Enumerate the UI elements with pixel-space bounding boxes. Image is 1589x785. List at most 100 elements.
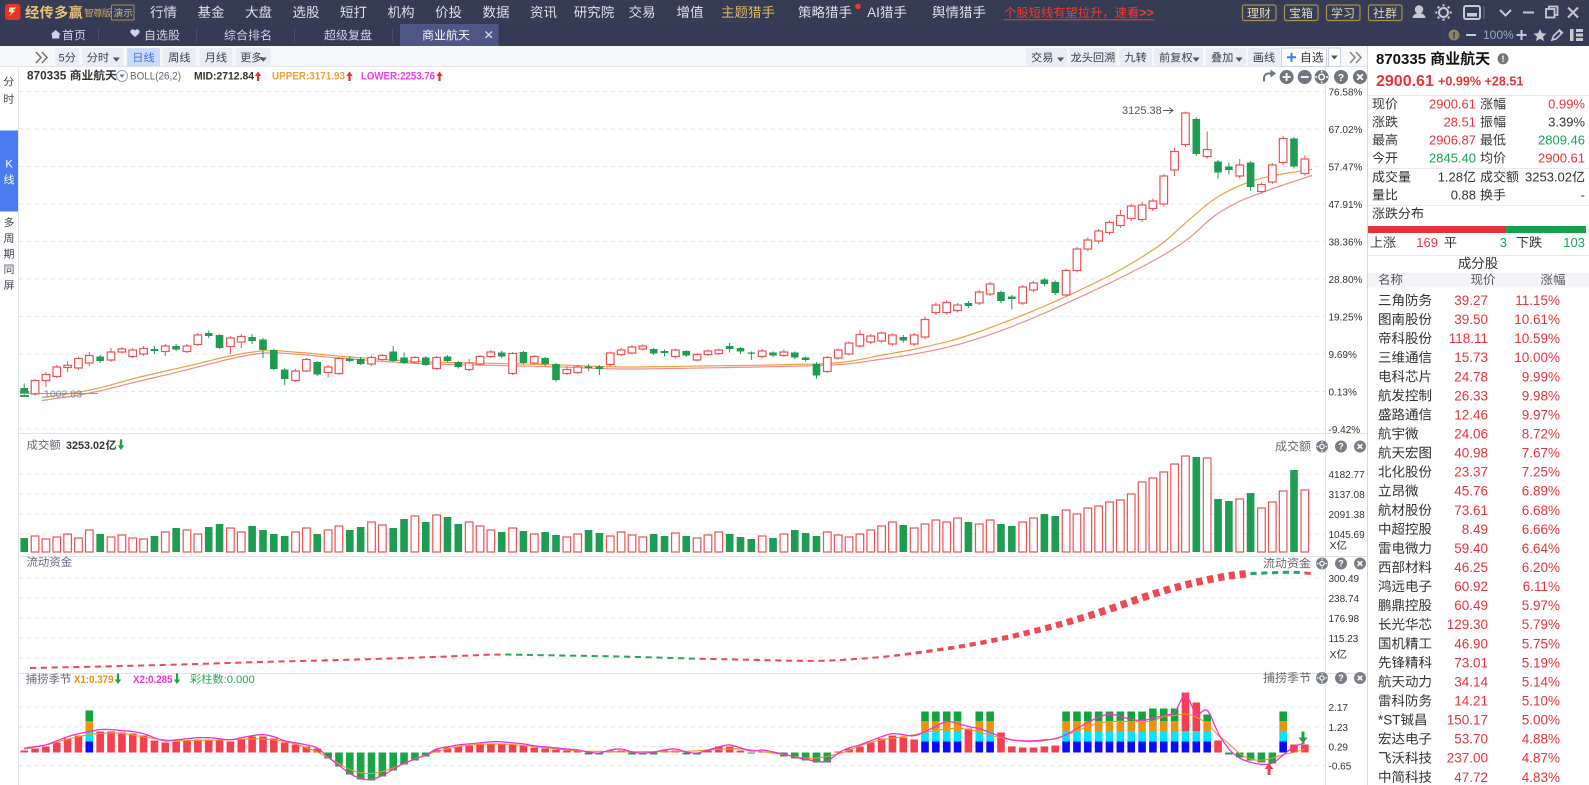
svg-text:40.98: 40.98 xyxy=(1454,446,1488,461)
svg-text:-9.42%: -9.42% xyxy=(1329,425,1361,436)
svg-text:8.49: 8.49 xyxy=(1462,522,1488,537)
svg-text:46.90: 46.90 xyxy=(1454,636,1488,651)
svg-text:300.49: 300.49 xyxy=(1329,574,1360,585)
svg-text:-: - xyxy=(1581,188,1585,203)
svg-text:34.14: 34.14 xyxy=(1454,674,1488,689)
svg-text:129.30: 129.30 xyxy=(1447,617,1488,632)
svg-text:115.23: 115.23 xyxy=(1329,634,1359,645)
svg-text:57.47%: 57.47% xyxy=(1329,162,1363,173)
svg-text:3253.02: 3253.02 xyxy=(66,440,105,452)
svg-text:3137.08: 3137.08 xyxy=(1329,490,1366,501)
svg-text:X1:0.379: X1:0.379 xyxy=(74,674,114,686)
svg-text:2.17: 2.17 xyxy=(1329,703,1349,714)
svg-text:7.25%: 7.25% xyxy=(1522,465,1560,480)
svg-text:MID:2712.84: MID:2712.84 xyxy=(194,71,255,83)
svg-text:9.99%: 9.99% xyxy=(1522,369,1560,384)
svg-text:60.92: 60.92 xyxy=(1454,579,1488,594)
svg-text:6.66%: 6.66% xyxy=(1522,522,1560,537)
svg-text:2845.40: 2845.40 xyxy=(1429,151,1476,166)
svg-text:73.61: 73.61 xyxy=(1454,503,1488,518)
svg-text:+0.99% +28.51: +0.99% +28.51 xyxy=(1438,75,1523,89)
svg-text:47.72: 47.72 xyxy=(1454,770,1488,785)
svg-text:>>: >> xyxy=(1139,6,1154,20)
svg-text:24.78: 24.78 xyxy=(1454,369,1488,384)
svg-text:AI: AI xyxy=(867,5,880,20)
svg-text:3: 3 xyxy=(1500,235,1507,250)
svg-text:5.19%: 5.19% xyxy=(1522,655,1560,670)
svg-text:59.40: 59.40 xyxy=(1454,541,1488,556)
svg-text:?: ? xyxy=(1338,72,1344,84)
svg-text:176.98: 176.98 xyxy=(1329,614,1360,625)
svg-text:238.74: 238.74 xyxy=(1329,594,1360,605)
svg-text::0.000: :0.000 xyxy=(224,674,255,686)
svg-text:11.15%: 11.15% xyxy=(1515,293,1560,308)
svg-text:5.10%: 5.10% xyxy=(1522,694,1560,709)
svg-text:2906.87: 2906.87 xyxy=(1429,133,1476,148)
svg-text:9.98%: 9.98% xyxy=(1522,388,1560,403)
svg-text:1.23: 1.23 xyxy=(1329,723,1349,734)
svg-text:2900.61: 2900.61 xyxy=(1429,97,1476,112)
svg-text:4.83%: 4.83% xyxy=(1522,770,1560,785)
svg-text:100%: 100% xyxy=(1483,28,1514,42)
svg-text:10.59%: 10.59% xyxy=(1514,331,1560,346)
svg-text:6.11%: 6.11% xyxy=(1523,579,1560,594)
svg-text:5.97%: 5.97% xyxy=(1522,598,1560,613)
svg-text:1045.69: 1045.69 xyxy=(1329,530,1366,541)
svg-text:870335: 870335 xyxy=(1376,51,1426,68)
svg-text:2091.38: 2091.38 xyxy=(1329,510,1366,521)
svg-text:10.00%: 10.00% xyxy=(1514,350,1560,365)
svg-text:2900.61: 2900.61 xyxy=(1538,151,1585,166)
svg-text:10.61%: 10.61% xyxy=(1514,312,1560,327)
svg-text:38.36%: 38.36% xyxy=(1329,237,1363,248)
svg-text:19.25%: 19.25% xyxy=(1329,312,1363,323)
svg-text:3125.38: 3125.38 xyxy=(1122,105,1162,117)
svg-text:9.97%: 9.97% xyxy=(1522,407,1560,422)
svg-text:39.27: 39.27 xyxy=(1454,293,1488,308)
svg-text:53.70: 53.70 xyxy=(1454,732,1488,747)
svg-text:26.33: 26.33 xyxy=(1454,388,1488,403)
svg-text:237.00: 237.00 xyxy=(1447,751,1488,766)
svg-text:46.25: 46.25 xyxy=(1454,560,1488,575)
svg-text:UPPER:3171.93: UPPER:3171.93 xyxy=(272,71,345,83)
svg-text:LOWER:2253.76: LOWER:2253.76 xyxy=(361,71,435,83)
svg-text:4.88%: 4.88% xyxy=(1522,732,1560,747)
svg-text:0.88: 0.88 xyxy=(1451,188,1476,203)
svg-text:15.73: 15.73 xyxy=(1454,350,1488,365)
svg-text:3.39%: 3.39% xyxy=(1548,115,1585,130)
svg-text:X: X xyxy=(1330,540,1337,552)
svg-text:X: X xyxy=(1330,649,1337,661)
svg-text:47.91%: 47.91% xyxy=(1329,200,1363,211)
svg-text:1002.83: 1002.83 xyxy=(44,389,82,401)
svg-text:1.28: 1.28 xyxy=(1438,170,1463,185)
svg-text:150.17: 150.17 xyxy=(1447,713,1488,728)
svg-text:0.29: 0.29 xyxy=(1329,742,1349,753)
svg-text:5.79%: 5.79% xyxy=(1522,617,1560,632)
svg-text:5.75%: 5.75% xyxy=(1522,636,1560,651)
svg-text:*ST: *ST xyxy=(1378,713,1401,728)
svg-text:?: ? xyxy=(1338,673,1344,683)
svg-text:169: 169 xyxy=(1416,235,1438,250)
svg-text:39.50: 39.50 xyxy=(1454,312,1488,327)
svg-text:870335: 870335 xyxy=(27,69,67,83)
svg-text:6.89%: 6.89% xyxy=(1522,484,1560,499)
svg-text:4.87%: 4.87% xyxy=(1522,751,1560,766)
svg-text:8.72%: 8.72% xyxy=(1522,427,1560,442)
svg-text:!: ! xyxy=(1502,54,1505,64)
svg-text:5.14%: 5.14% xyxy=(1522,674,1560,689)
svg-text:76.58%: 76.58% xyxy=(1329,87,1363,98)
svg-text:12.46: 12.46 xyxy=(1454,407,1488,422)
svg-text:118.11: 118.11 xyxy=(1449,331,1488,346)
svg-text:3253.02: 3253.02 xyxy=(1525,170,1572,185)
svg-text:6.64%: 6.64% xyxy=(1522,541,1560,556)
svg-text:6.20%: 6.20% xyxy=(1522,560,1560,575)
svg-text:-0.65: -0.65 xyxy=(1329,761,1352,772)
svg-text:4182.77: 4182.77 xyxy=(1329,470,1366,481)
svg-text:6.68%: 6.68% xyxy=(1522,503,1560,518)
svg-text:45.76: 45.76 xyxy=(1454,484,1488,499)
svg-text:K: K xyxy=(5,159,13,171)
svg-text:0.13%: 0.13% xyxy=(1329,387,1357,398)
svg-text:!: ! xyxy=(1453,31,1456,41)
svg-text:28.80%: 28.80% xyxy=(1329,275,1363,286)
svg-text:14.21: 14.21 xyxy=(1454,694,1488,709)
svg-text:67.02%: 67.02% xyxy=(1329,125,1363,136)
